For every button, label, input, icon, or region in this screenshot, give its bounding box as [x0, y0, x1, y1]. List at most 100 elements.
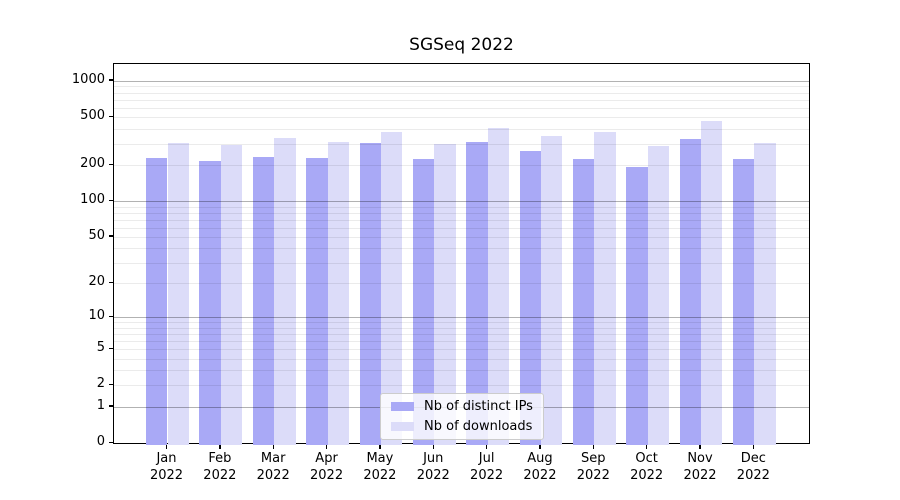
bar-distinct-ips-nov: [679, 139, 701, 445]
minor-gridline: [114, 212, 809, 214]
x-axis-label-year: 2022: [363, 467, 397, 483]
x-axis-label-year: 2022: [256, 467, 290, 483]
y-axis-label-10: 10: [88, 308, 105, 324]
minor-gridline: [114, 227, 809, 229]
bar-downloads-feb: [220, 145, 243, 445]
bar-distinct-ips-jan: [146, 158, 168, 445]
x-axis-tick-feb: [219, 444, 221, 449]
y-axis-tick-20: [108, 281, 113, 284]
minor-gridline: [114, 358, 809, 360]
y-axis-tick-2: [108, 383, 113, 386]
y-axis-label-1: 1: [96, 397, 105, 413]
minor-gridline: [114, 143, 809, 145]
x-axis-label-month: Dec: [740, 451, 766, 466]
minor-gridline: [114, 341, 809, 343]
minor-gridline: [114, 219, 809, 221]
y-axis-label-50: 50: [88, 227, 105, 243]
minor-gridline: [114, 283, 809, 285]
bar-downloads-aug: [540, 136, 563, 445]
x-axis-label-year: 2022: [310, 467, 344, 483]
minor-gridline: [114, 263, 809, 265]
major-gridline: [114, 317, 809, 319]
minor-gridline: [114, 206, 809, 208]
x-axis-tick-oct: [645, 444, 648, 449]
x-axis-label-year: 2022: [683, 467, 717, 483]
y-axis-tick-10: [108, 315, 113, 318]
bar-downloads-jun: [434, 144, 456, 445]
bar-distinct-ips-apr: [306, 157, 328, 445]
y-axis-tick-200: [108, 163, 113, 165]
x-axis-tick-mar: [272, 444, 274, 449]
x-axis-label-year: 2022: [203, 467, 237, 483]
x-axis-label-month: Oct: [635, 451, 658, 466]
y-axis-label-5: 5: [96, 340, 105, 356]
x-axis-label-year: 2022: [576, 467, 610, 483]
minor-gridline: [114, 370, 809, 372]
bar-distinct-ips-dec: [732, 158, 755, 445]
minor-gridline: [114, 327, 809, 329]
bar-downloads-may: [380, 131, 403, 445]
legend-label-downloads: Nb of downloads: [424, 419, 533, 434]
x-axis-label-year: 2022: [470, 467, 504, 483]
minor-gridline: [114, 117, 809, 119]
major-gridline: [114, 201, 809, 203]
bar-downloads-nov: [701, 120, 723, 445]
y-axis-tick-0: [108, 441, 113, 443]
chart-title: SGSeq 2022: [409, 35, 514, 55]
x-axis-tick-sep: [592, 444, 594, 449]
y-axis-tick-50: [108, 235, 113, 237]
minor-gridline: [114, 107, 809, 109]
bar-downloads-jul: [487, 128, 509, 445]
x-axis-tick-jul: [485, 444, 488, 449]
y-axis-label-2: 2: [96, 376, 105, 392]
bar-downloads-mar: [274, 137, 296, 445]
x-axis-label-month: Jan: [156, 451, 177, 466]
x-axis-label-month: Jul: [478, 451, 495, 466]
y-axis-label-0: 0: [96, 434, 105, 449]
legend-label-distinct-ips: Nb of distinct IPs: [424, 399, 533, 414]
y-axis-label-500: 500: [80, 108, 105, 124]
legend-item-downloads: Nb of downloads: [391, 419, 533, 434]
y-axis-tick-100: [108, 199, 113, 202]
minor-gridline: [114, 334, 809, 336]
x-axis-label-apr: Apr 2022: [292, 451, 362, 484]
x-axis-label-aug: Aug 2022: [505, 451, 575, 484]
minor-gridline: [114, 99, 809, 101]
bar-distinct-ips-sep: [572, 158, 595, 445]
bar-downloads-dec: [754, 142, 776, 445]
minor-gridline: [114, 92, 809, 94]
x-axis-label-year: 2022: [149, 467, 184, 483]
minor-gridline: [114, 349, 809, 351]
y-axis-tick-5: [108, 347, 113, 349]
plot-area: Nb of distinct IPs Nb of downloads: [113, 63, 810, 445]
legend-swatch-distinct-ips: [391, 402, 414, 411]
x-axis-label-jul: Jul 2022: [452, 451, 522, 484]
x-axis-label-year: 2022: [630, 467, 664, 483]
y-axis-tick-500: [108, 115, 113, 118]
bar-downloads-sep: [594, 132, 616, 445]
x-axis-tick-nov: [699, 444, 701, 449]
minor-gridline: [114, 236, 809, 238]
y-axis-label-20: 20: [88, 274, 105, 290]
x-axis-label-dec: Dec 2022: [718, 451, 788, 484]
minor-gridline: [114, 385, 809, 387]
bar-downloads-apr: [327, 141, 349, 445]
x-axis-label-nov: Nov 2022: [665, 451, 735, 484]
bar-downloads-jan: [167, 142, 189, 445]
x-axis-label-jun: Jun 2022: [398, 451, 468, 484]
bar-downloads-oct: [647, 146, 670, 445]
x-axis-label-feb: Feb 2022: [185, 451, 255, 484]
bar-distinct-ips-oct: [626, 166, 648, 445]
legend: Nb of distinct IPs Nb of downloads: [380, 393, 544, 440]
y-axis-label-1000: 1000: [71, 71, 105, 87]
x-axis-tick-jan: [165, 444, 168, 449]
bar-distinct-ips-jul: [466, 141, 488, 445]
x-axis-label-mar: Mar 2022: [238, 451, 308, 484]
legend-swatch-downloads: [391, 422, 414, 431]
x-axis-label-month: Jun: [423, 451, 444, 466]
x-axis-tick-apr: [325, 444, 328, 449]
x-axis-label-month: May: [366, 451, 394, 466]
x-axis-label-may: May 2022: [345, 451, 415, 484]
x-axis-label-year: 2022: [416, 467, 450, 483]
